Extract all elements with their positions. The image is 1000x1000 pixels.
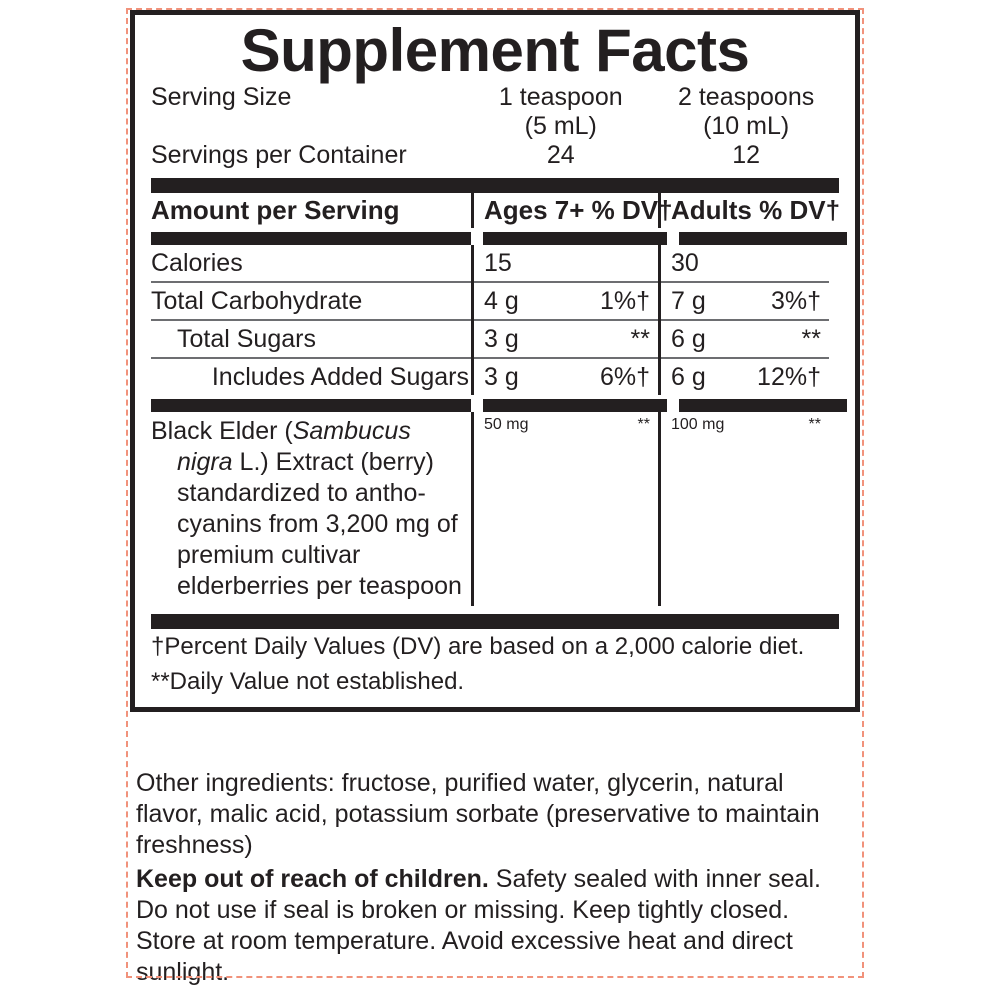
supplement-facts-panel: Supplement Facts Serving Size 1 teaspoon…: [130, 10, 860, 712]
header-amount-per-serving: Amount per Serving: [151, 195, 400, 225]
below-panel-text: Other ingredients: fructose, purified wa…: [136, 768, 852, 991]
ingredient-row: Black Elder (Sambucus nigra L.) Extract (…: [151, 412, 839, 606]
bar-segment-b: [483, 232, 667, 245]
nutrient-values-col2: 7 g 3%†: [661, 283, 829, 321]
column-divider-1: [471, 283, 474, 321]
column-divider-1: [471, 412, 474, 606]
ingredient-name-prefix: Black Elder (: [151, 417, 293, 445]
bar-segment-a: [151, 399, 471, 412]
nutrient-values-col1: 15: [474, 245, 658, 283]
nutrient-dv: **: [630, 325, 650, 353]
serving-size-label: Serving Size: [151, 83, 292, 111]
nutrient-values-col1: 4 g 1%†: [474, 283, 658, 321]
nutrient-amount: 3 g: [484, 325, 519, 353]
thick-bar-above-footnotes: [151, 614, 839, 629]
column-divider-1: [471, 245, 474, 283]
nutrient-name: Total Carbohydrate: [151, 283, 471, 321]
column-divider-2: [658, 412, 661, 606]
nutrient-values-col2: 30: [661, 245, 829, 283]
column-divider-2: [658, 245, 661, 283]
nutrient-dv: **: [801, 325, 821, 353]
nutrient-values-col2: 6 g 12%†: [661, 359, 829, 395]
column-divider-1: [471, 321, 474, 359]
warning-body: Safety sealed with inner seal. Do not us…: [136, 865, 821, 986]
nutrient-values-col1: 3 g 6%†: [474, 359, 658, 395]
header-adults-dv: Adults % DV†: [671, 195, 841, 225]
warning-headline: Keep out of reach of children.: [136, 865, 489, 893]
nutrient-dv: 6%†: [599, 363, 650, 391]
serving-col1-amount: 1 teaspoon: [498, 83, 623, 111]
footnote-daily-value: †Percent Daily Values (DV) are based on …: [151, 633, 805, 660]
nutrient-amount: 3 g: [484, 363, 519, 391]
nutrient-amount: 7 g: [671, 287, 706, 315]
column-divider-2: [658, 193, 661, 228]
serving-col2-amount: 2 teaspoons: [678, 83, 815, 111]
serving-info-table: Serving Size 1 teaspoon 2 teaspoons (5 m…: [151, 83, 839, 170]
ingredient-values-col1: 50 mg **: [474, 412, 658, 606]
column-divider-2: [658, 321, 661, 359]
ingredient-name-rest: L.) Extract (berry) standardized to anth…: [177, 448, 462, 600]
column-divider-2: [658, 359, 661, 395]
ingredient-amount: 100 mg: [671, 416, 725, 433]
header-ages-7plus-dv: Ages 7+ % DV†: [484, 195, 673, 225]
serving-size-row: Serving Size 1 teaspoon 2 teaspoons: [151, 83, 839, 112]
bar-segment-c: [679, 232, 847, 245]
thick-bar-above-ingredient: [151, 399, 847, 412]
ingredient-name: Black Elder (Sambucus nigra L.) Extract (…: [151, 412, 471, 606]
nutrient-amount: 15: [484, 249, 512, 277]
nutrient-dv: 12%†: [757, 363, 821, 391]
nutrient-name: Total Sugars: [151, 321, 471, 359]
table-row: Includes Added Sugars 3 g 6%† 6 g 12%†: [151, 359, 839, 395]
servings-per-container-label: Servings per Container: [151, 141, 407, 169]
footnote-dv-not-established: **Daily Value not established.: [151, 668, 465, 695]
ingredient-latin-species: nigra: [177, 448, 233, 476]
servings-col1-count: 24: [546, 141, 575, 169]
bar-segment-b: [483, 399, 667, 412]
nutrient-amount: 30: [671, 249, 699, 277]
bar-gap-1: [471, 399, 483, 412]
nutrient-name: Calories: [151, 245, 471, 283]
bar-gap-2: [667, 232, 679, 245]
nutrient-dv: 3%†: [770, 287, 821, 315]
bar-gap-2: [667, 399, 679, 412]
ingredient-dv: **: [808, 416, 821, 433]
warning-text: Keep out of reach of children. Safety se…: [136, 864, 852, 988]
table-row: Total Carbohydrate 4 g 1%† 7 g 3%†: [151, 283, 839, 321]
nutrient-values-col2: 6 g **: [661, 321, 829, 359]
nutrient-amount: 6 g: [671, 325, 706, 353]
column-divider-1: [471, 193, 474, 228]
nutrient-name: Includes Added Sugars: [211, 363, 469, 391]
ingredient-name-continued: nigra L.) Extract (berry) standardized t…: [151, 447, 469, 602]
serving-size-metric-row: (5 mL) (10 mL): [151, 112, 839, 141]
table-row: Calories 15 30: [151, 245, 839, 283]
thick-bar-under-headers: [151, 232, 847, 245]
nutrient-amount: 4 g: [484, 287, 519, 315]
other-ingredients-text: Other ingredients: fructose, purified wa…: [136, 769, 820, 859]
ingredient-values-col2: 100 mg **: [661, 412, 829, 606]
bar-segment-c: [679, 399, 847, 412]
serving-col1-metric: (5 mL): [524, 112, 597, 140]
panel-title: Supplement Facts: [240, 17, 750, 84]
serving-col2-metric: (10 mL): [703, 112, 790, 140]
nutrient-values-col1: 3 g **: [474, 321, 658, 359]
ingredient-amount: 50 mg: [484, 416, 529, 433]
nutrient-amount: 6 g: [671, 363, 706, 391]
ingredient-dv: **: [637, 416, 650, 433]
bar-gap-1: [471, 232, 483, 245]
column-header-row: Amount per Serving Ages 7+ % DV† Adults …: [151, 193, 841, 228]
thick-bar-top: [151, 178, 839, 193]
bar-segment-a: [151, 232, 471, 245]
table-row: Total Sugars 3 g ** 6 g **: [151, 321, 839, 359]
column-divider-2: [658, 283, 661, 321]
nutrient-dv: 1%†: [599, 287, 650, 315]
servings-per-container-row: Servings per Container 24 12: [151, 141, 839, 170]
ingredient-latin-genus: Sambucus: [292, 417, 411, 445]
servings-col2-count: 12: [732, 141, 761, 169]
column-divider-1: [471, 359, 474, 395]
